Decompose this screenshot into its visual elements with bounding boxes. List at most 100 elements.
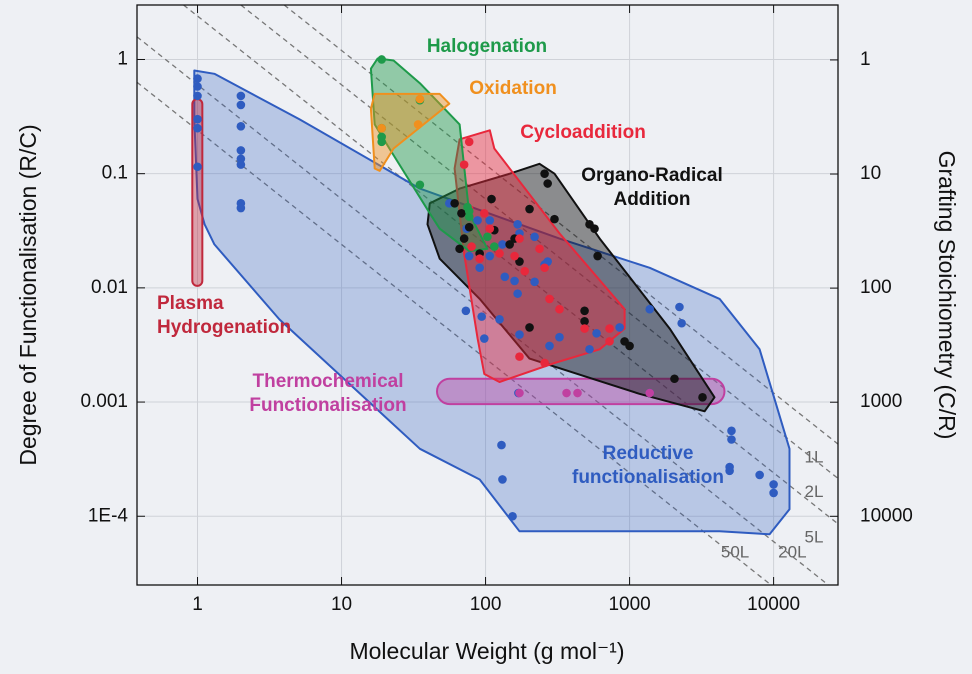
data-point	[498, 240, 507, 249]
data-point	[580, 324, 589, 333]
data-point	[193, 123, 202, 133]
data-point	[562, 388, 571, 398]
data-point	[236, 203, 246, 213]
guide-label: 50L	[721, 542, 749, 561]
data-point	[580, 316, 589, 326]
data-point	[530, 277, 539, 287]
guide-label: 5L	[805, 527, 824, 546]
data-point	[193, 91, 202, 101]
data-point	[545, 294, 554, 304]
guide-label: 2L	[805, 482, 824, 501]
x-tick-label: 10000	[747, 594, 800, 615]
y-tick-label: 0.01	[91, 277, 128, 298]
data-point	[473, 216, 482, 225]
data-point	[377, 55, 386, 64]
x-tick-label: 10	[331, 594, 352, 615]
region-label: Plasma Hydrogenation	[157, 293, 292, 338]
data-point	[670, 374, 679, 384]
data-point	[755, 470, 764, 480]
data-point	[540, 358, 549, 368]
data-point	[475, 254, 484, 264]
data-point	[457, 208, 466, 218]
x-tick-label: 100	[470, 594, 502, 615]
guide-label: 1L	[805, 448, 824, 467]
guide-line	[137, 36, 829, 585]
data-point	[677, 318, 686, 328]
data-point	[475, 263, 484, 273]
data-point	[377, 137, 386, 147]
data-point	[515, 388, 524, 398]
data-point	[513, 220, 522, 229]
data-point	[645, 388, 655, 398]
data-point	[615, 323, 624, 332]
data-point	[590, 224, 599, 233]
data-point	[515, 352, 524, 361]
data-point	[605, 337, 614, 346]
data-point	[487, 194, 496, 204]
data-point	[645, 304, 655, 314]
data-point	[485, 251, 495, 261]
region-label: Cycloaddition	[520, 122, 646, 143]
data-point	[495, 249, 504, 258]
region-label: Thermochemical Functionalisation	[249, 371, 407, 416]
data-point	[525, 323, 534, 332]
data-point	[675, 302, 684, 312]
data-point	[500, 272, 510, 282]
region	[369, 92, 451, 172]
data-point	[459, 234, 469, 243]
x-tick-label: 1000	[608, 594, 650, 615]
data-point	[555, 332, 564, 342]
region-label: Halogenation	[426, 36, 548, 57]
data-point	[236, 91, 246, 101]
data-point	[236, 100, 246, 110]
x-axis-title: Molecular Weight (g mol⁻¹)	[349, 638, 624, 664]
data-point	[459, 160, 469, 169]
region-label: Reductive functionalisation	[572, 443, 724, 488]
data-point	[625, 341, 634, 351]
data-point	[515, 330, 524, 339]
region	[426, 162, 716, 413]
data-point	[505, 240, 514, 249]
y-tick-label: 0.001	[80, 391, 128, 412]
data-point	[727, 435, 736, 444]
data-point	[555, 304, 564, 314]
data-point	[515, 234, 524, 243]
data-point	[485, 216, 495, 225]
data-point	[727, 426, 736, 436]
data-point	[193, 74, 202, 83]
data-point	[377, 123, 386, 133]
y2-tick-label: 100	[860, 277, 892, 298]
data-point	[467, 242, 476, 251]
data-point	[698, 393, 707, 402]
data-point	[573, 388, 582, 398]
data-point	[193, 114, 202, 124]
y2-axis-title: Grafting Stoichiometry (C/R)	[934, 151, 960, 440]
data-point	[483, 232, 492, 242]
data-point	[464, 222, 474, 232]
x-tick-label: 1	[192, 594, 203, 615]
data-point	[530, 232, 539, 242]
data-point	[413, 120, 423, 129]
data-point	[479, 208, 489, 218]
data-point	[497, 440, 506, 450]
data-point	[193, 162, 202, 172]
data-point	[535, 244, 544, 254]
guide-line	[283, 5, 838, 445]
data-point	[580, 306, 589, 316]
data-point	[605, 324, 614, 333]
data-point	[498, 475, 507, 484]
data-point	[464, 137, 474, 147]
data-point	[515, 257, 524, 266]
data-point	[236, 160, 246, 169]
data-point	[510, 251, 519, 261]
data-point	[490, 242, 499, 251]
data-point	[464, 251, 474, 261]
data-point	[236, 121, 246, 131]
region-label: Organo-Radical Addition	[581, 165, 723, 210]
data-point	[543, 179, 552, 188]
guide-line	[240, 5, 838, 479]
data-point	[450, 199, 459, 208]
data-point	[725, 466, 734, 476]
